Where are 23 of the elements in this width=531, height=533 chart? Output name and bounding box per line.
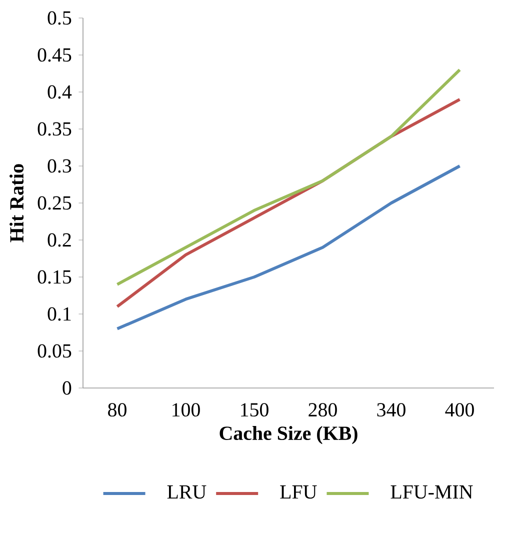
- x-axis-title: Cache Size (KB): [220, 426, 358, 444]
- x-tick-label: 80: [108, 403, 126, 417]
- legend-label: LRU: [167, 485, 206, 499]
- y-tick-label: 0.2: [48, 233, 71, 247]
- y-tick-label: 0.5: [48, 11, 72, 25]
- y-tick-label: 0.3: [48, 159, 72, 173]
- y-tick-label: 0.4: [48, 85, 72, 99]
- y-tick-label: 0: [62, 381, 72, 395]
- x-tick-label: 400: [445, 403, 474, 417]
- y-tick-label: 0.05: [38, 344, 72, 358]
- y-tick-label: 0.35: [38, 122, 72, 136]
- legend-label: LFU: [280, 485, 317, 499]
- x-tick-label: 100: [172, 403, 200, 417]
- x-tick-label: 340: [377, 403, 406, 417]
- y-tick-label: 0.25: [38, 196, 72, 210]
- x-tick-label: 150: [241, 403, 268, 417]
- y-tick-label: 0.15: [38, 270, 72, 284]
- y-tick-label: 0.45: [38, 48, 72, 62]
- legend-label: LFU-MIN: [390, 485, 473, 499]
- x-tick-label: 280: [308, 403, 337, 417]
- y-axis-title: Hit Ratio: [10, 164, 24, 242]
- line-series: [116, 164, 462, 330]
- y-tick-label: 0.1: [48, 307, 71, 321]
